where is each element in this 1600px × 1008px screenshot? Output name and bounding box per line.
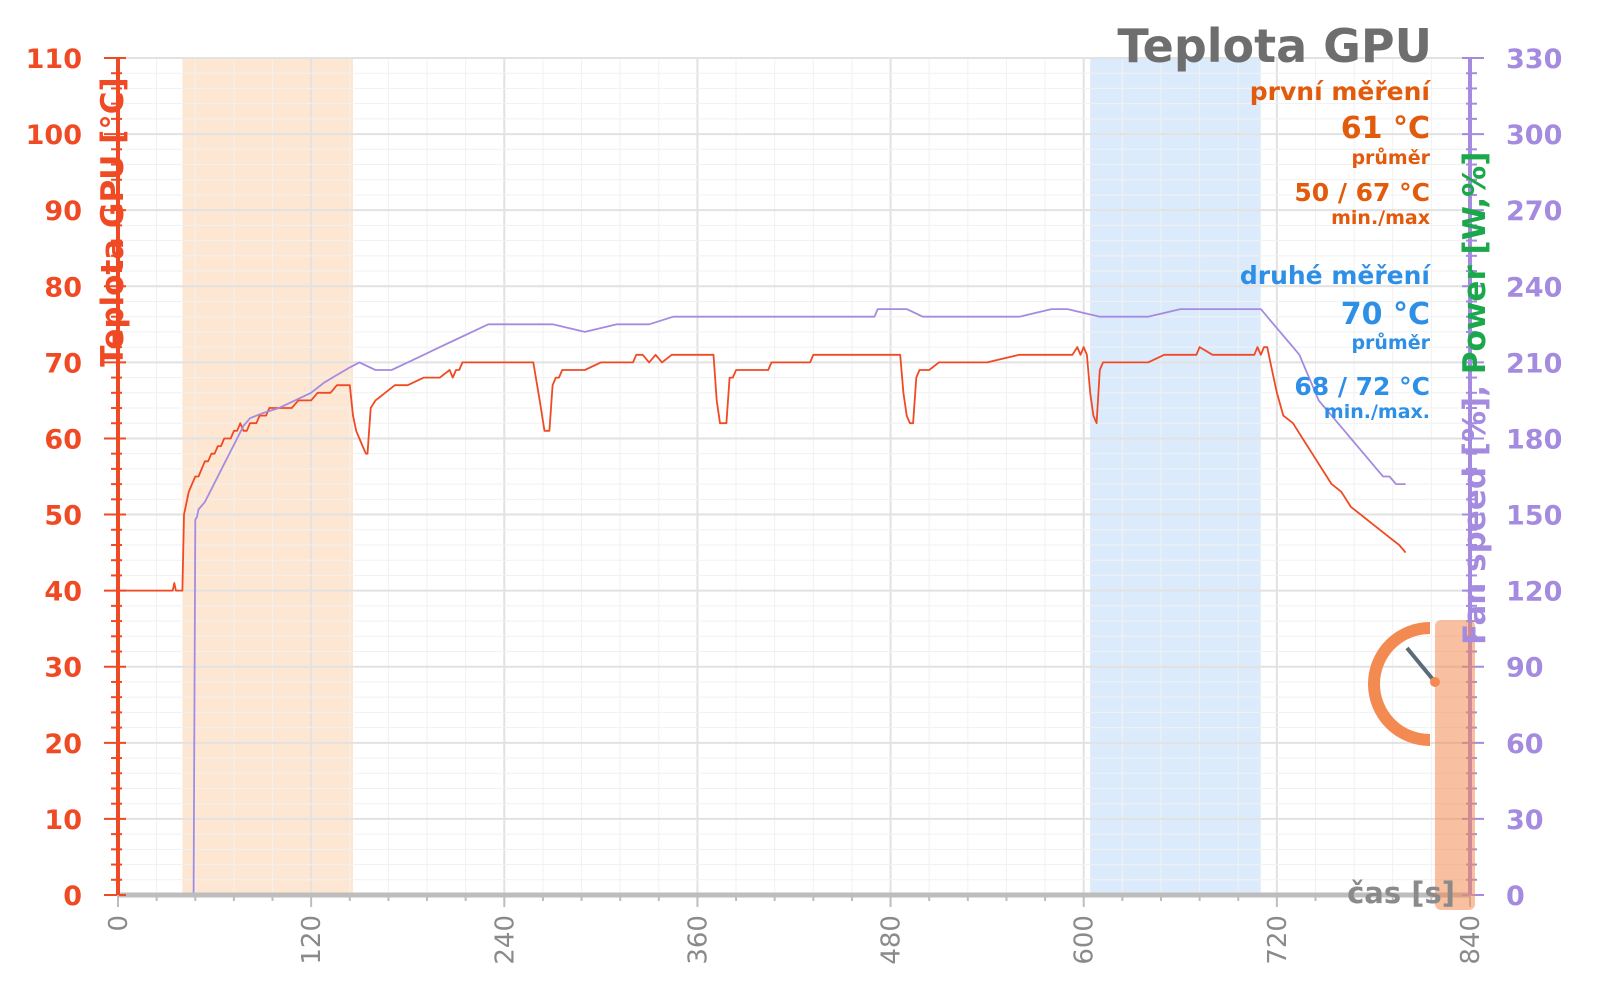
y-axis-right-label-power: Power [W,%] — [1457, 152, 1493, 375]
y-left-tick-label: 110 — [26, 44, 82, 75]
highlight-band-1 — [182, 58, 353, 895]
y-right-tick-label: 270 — [1506, 196, 1562, 227]
second-measurement-label: druhé měření — [1240, 261, 1432, 290]
x-tick-label: 360 — [683, 915, 713, 965]
y-right-tick-label: 300 — [1506, 120, 1562, 151]
x-tick-label: 720 — [1263, 915, 1293, 965]
logo-gauge-arc — [1368, 622, 1431, 746]
tick-labels: 0 10 20 30 40 50 60 70 80 90 100 110 0 30 60 90 120 150 18… — [26, 44, 1563, 965]
logo-gauge-needle — [1405, 646, 1437, 684]
x-axis-label: čas [s] — [1347, 876, 1455, 910]
y-left-tick-label: 100 — [26, 120, 82, 151]
y-left-tick-label: 60 — [44, 424, 82, 455]
x-tick-label: 840 — [1456, 915, 1486, 965]
logo — [1368, 620, 1475, 910]
y-left-tick-label: 50 — [44, 501, 82, 532]
y-left-tick-label: 90 — [44, 196, 82, 227]
series-lines — [118, 308, 1407, 896]
first-measurement-average: 61 °C — [1341, 111, 1430, 146]
first-average-caption: průměr — [1351, 146, 1430, 169]
chart-title: Teplota GPU — [1117, 19, 1432, 73]
y-right-tick-label: 120 — [1506, 577, 1562, 608]
first-measurement-label: první měření — [1250, 77, 1432, 106]
y-left-tick-label: 80 — [44, 272, 82, 303]
y-right-tick-label: 90 — [1506, 653, 1544, 684]
series-line-teplota-gpu — [118, 346, 1407, 592]
x-tick-label: 600 — [1070, 915, 1100, 965]
highlight-band-2 — [1090, 58, 1261, 895]
y-left-tick-label: 70 — [44, 348, 82, 379]
y-right-tick-label: 330 — [1506, 44, 1562, 75]
y-right-tick-label: 240 — [1506, 272, 1562, 303]
y-axis-left-label: Teplota GPU [°C] — [95, 77, 131, 366]
highlight-bands — [182, 58, 1261, 895]
series-line-fan-speed — [118, 308, 1406, 896]
x-tick-label: 0 — [104, 915, 134, 932]
y-left-tick-label: 10 — [44, 805, 82, 836]
second-measurement-average: 70 °C — [1341, 297, 1430, 332]
legend-panel: Teplota GPU první měření 61 °C průměr 50… — [1117, 19, 1432, 423]
x-tick-label: 240 — [490, 915, 520, 965]
y-right-tick-label: 210 — [1506, 348, 1562, 379]
y-right-tick-label: 150 — [1506, 501, 1562, 532]
y-left-tick-label: 30 — [44, 653, 82, 684]
second-measurement-minmax: 68 / 72 °C — [1294, 372, 1430, 401]
second-minmax-caption: min./max. — [1324, 401, 1430, 423]
first-measurement-minmax: 50 / 67 °C — [1294, 178, 1430, 207]
axes — [104, 57, 1484, 907]
y-left-tick-label: 40 — [44, 577, 82, 608]
y-right-tick-label: 60 — [1506, 729, 1544, 760]
x-tick-label: 120 — [297, 915, 327, 965]
y-axis-right-label: Fan speed [%], Power [W,%] — [1457, 152, 1493, 645]
y-left-tick-label: 0 — [63, 881, 82, 912]
second-average-caption: průměr — [1351, 331, 1430, 354]
x-tick-label: 480 — [877, 915, 907, 965]
y-right-tick-label: 180 — [1506, 424, 1562, 455]
y-left-tick-label: 20 — [44, 729, 82, 760]
y-right-tick-label: 30 — [1506, 805, 1544, 836]
y-axis-right-label-fan: Fan speed [%], — [1457, 374, 1493, 645]
y-right-tick-label: 0 — [1506, 881, 1525, 912]
first-minmax-caption: min./max — [1331, 207, 1430, 229]
logo-wordmark — [1435, 620, 1475, 910]
